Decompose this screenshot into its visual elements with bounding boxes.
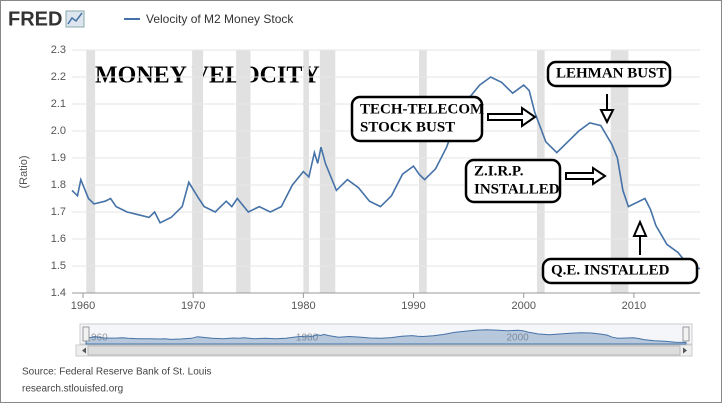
y-tick-label: 1.7	[51, 206, 66, 218]
site: research.stlouisfed.org	[22, 384, 123, 395]
scroll-arrow-left	[82, 347, 86, 354]
y-tick-label: 1.4	[51, 287, 66, 299]
y-tick-label: 1.5	[51, 260, 66, 272]
y-tick-label: 1.9	[51, 152, 66, 164]
y-tick-label: 1.6	[51, 233, 66, 245]
x-tick-label: 1960	[71, 300, 95, 312]
series-line	[71, 76, 701, 270]
recession	[319, 50, 336, 293]
x-tick-label: 1980	[291, 300, 315, 312]
brand: FRED	[8, 8, 62, 30]
annotation-text: TECH-TELECOM	[360, 101, 484, 117]
navigator-area	[85, 329, 687, 345]
annotation-text: INSTALLED	[474, 181, 560, 197]
x-tick-label: 2010	[622, 300, 646, 312]
annotation-arrow	[487, 106, 537, 128]
annotation-text: Z.I.R.P.	[474, 163, 524, 179]
annotation-text: STOCK BUST	[360, 119, 455, 135]
y-tick-label: 1.8	[51, 179, 66, 191]
annotation-arrow	[599, 94, 615, 125]
annotation-box	[350, 95, 484, 143]
y-tick-label: 2.3	[51, 44, 66, 56]
x-tick-label: 1970	[181, 300, 205, 312]
annotation-arrow	[632, 219, 648, 255]
annotation-text: Q.E. INSTALLED	[551, 262, 670, 278]
recession	[192, 50, 204, 293]
x-tick-label: 2000	[511, 300, 535, 312]
recession	[236, 50, 251, 293]
y-axis-label: (Ratio)	[18, 155, 30, 188]
x-tick-label: 1990	[401, 300, 425, 312]
annotation-text: LEHMAN BUST	[556, 65, 666, 81]
scroll-arrow-right	[683, 347, 687, 354]
annotation-arrow	[565, 166, 607, 186]
y-tick-label: 2.1	[51, 98, 66, 110]
annotation-box	[541, 257, 699, 285]
headline: MONEY VELOCITY	[95, 63, 320, 89]
navigator-tick-label: 2000	[506, 333, 529, 344]
y-tick-label: 2.0	[51, 125, 66, 137]
recession	[303, 50, 309, 293]
annotation-box	[464, 158, 562, 204]
recession	[419, 50, 427, 293]
y-tick-label: 2.2	[51, 71, 66, 83]
brand-icon	[65, 10, 85, 28]
navigator-tick-label: 1960	[85, 333, 108, 344]
navigator-tick-label: 1980	[296, 333, 319, 344]
scrollbar-thumb	[87, 345, 681, 356]
source: Source: Federal Reserve Bank of St. Loui…	[22, 367, 212, 378]
legend-label: Velocity of M2 Money Stock	[146, 12, 294, 26]
brand-icon-line	[67, 12, 83, 25]
annotation-box	[546, 60, 672, 88]
navigator-handle	[682, 326, 690, 342]
recession	[86, 50, 96, 293]
navigator-handle	[82, 326, 90, 342]
